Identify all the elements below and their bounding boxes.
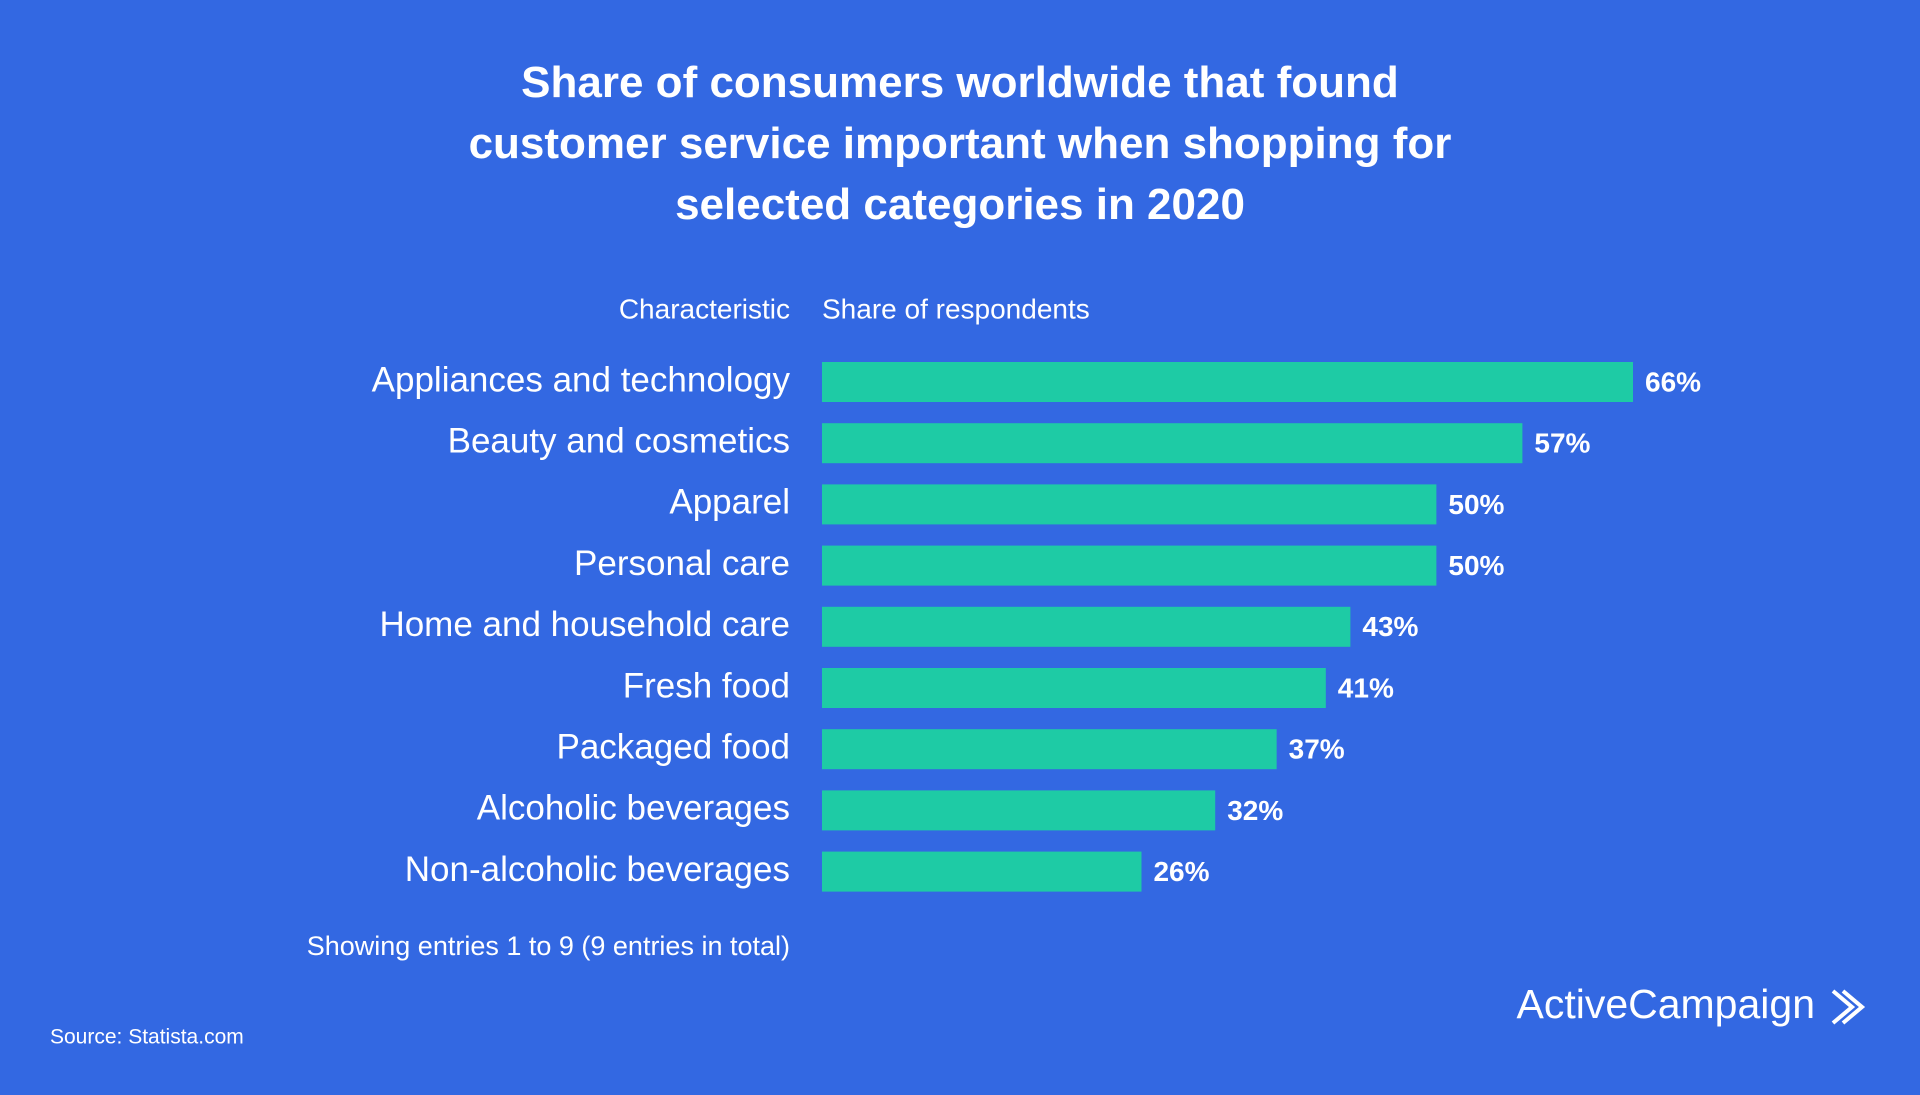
category-label: Beauty and cosmetics bbox=[448, 421, 790, 460]
category-label: Fresh food bbox=[623, 666, 790, 705]
bar bbox=[822, 668, 1326, 708]
bar bbox=[822, 851, 1142, 892]
category-label: Home and household care bbox=[379, 605, 790, 644]
value-label: 43% bbox=[1362, 611, 1418, 642]
bar bbox=[822, 545, 1437, 586]
category-label: Non-alcoholic beverages bbox=[405, 850, 790, 889]
bar bbox=[822, 484, 1437, 525]
category-label: Personal care bbox=[574, 544, 790, 583]
source: Source: Statista.com bbox=[50, 1026, 244, 1049]
value-label: 57% bbox=[1534, 428, 1590, 459]
category-label: Apparel bbox=[669, 483, 790, 522]
value-label: 66% bbox=[1645, 366, 1701, 397]
bar bbox=[822, 729, 1277, 770]
brand: ActiveCampaign bbox=[1516, 981, 1815, 1027]
bar bbox=[822, 790, 1216, 831]
bar bbox=[822, 606, 1351, 647]
footer: Showing entries 1 to 9 (9 entries in tot… bbox=[307, 931, 790, 961]
category-label: Packaged food bbox=[556, 727, 790, 766]
value-label: 26% bbox=[1153, 856, 1209, 887]
bar bbox=[822, 423, 1523, 464]
value-label: 32% bbox=[1227, 795, 1283, 826]
chart-title: Share of consumers worldwide that found … bbox=[468, 58, 1452, 229]
value-header: Share of respondents bbox=[822, 293, 1090, 324]
value-label: 41% bbox=[1338, 672, 1394, 703]
category-label: Alcoholic beverages bbox=[477, 789, 790, 828]
category-label: Appliances and technology bbox=[372, 360, 791, 399]
category-header: Characteristic bbox=[619, 293, 790, 324]
value-label: 37% bbox=[1289, 734, 1345, 765]
brand-chevron bbox=[1831, 989, 1866, 1025]
bar bbox=[822, 362, 1633, 402]
value-label: 50% bbox=[1448, 550, 1504, 581]
value-label: 50% bbox=[1448, 489, 1504, 520]
